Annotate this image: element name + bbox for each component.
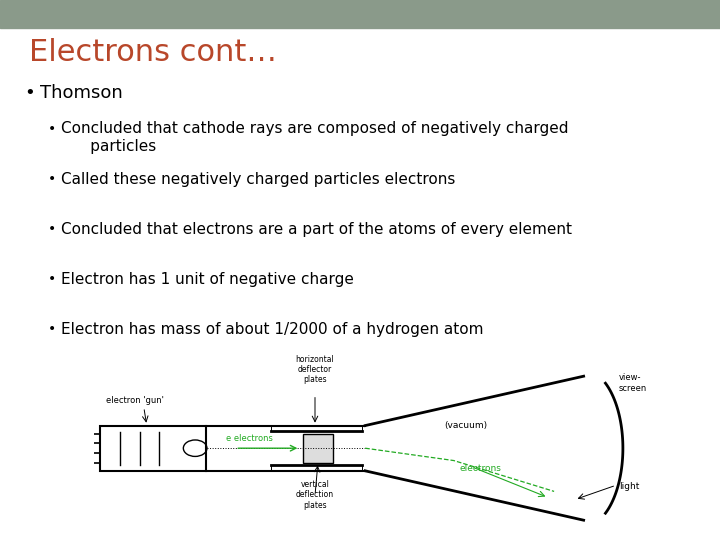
Text: •: • — [48, 222, 56, 236]
Text: view-
screen: view- screen — [619, 373, 647, 393]
Text: •: • — [48, 122, 56, 136]
Text: (vacuum): (vacuum) — [444, 421, 487, 430]
Bar — [99, 426, 206, 471]
Text: Called these negatively charged particles electrons: Called these negatively charged particle… — [61, 172, 456, 187]
Text: Concluded that cathode rays are composed of negatively charged
      particles: Concluded that cathode rays are composed… — [61, 122, 569, 154]
Text: •: • — [24, 84, 35, 102]
Text: Electron has 1 unit of negative charge: Electron has 1 unit of negative charge — [61, 272, 354, 287]
Text: Concluded that electrons are a part of the atoms of every element: Concluded that electrons are a part of t… — [61, 222, 572, 237]
Text: •: • — [48, 322, 56, 336]
Text: light: light — [619, 482, 639, 491]
Bar — [0, 0, 720, 28]
Text: electron 'gun': electron 'gun' — [106, 396, 164, 405]
Text: Electrons cont…: Electrons cont… — [29, 38, 276, 67]
Text: horizontal
deflector
plates: horizontal deflector plates — [296, 355, 334, 384]
Bar — [303, 434, 333, 463]
Text: Electron has mass of about 1/2000 of a hydrogen atom: Electron has mass of about 1/2000 of a h… — [61, 322, 484, 338]
Text: vertical
deflection
plates: vertical deflection plates — [296, 480, 334, 510]
Text: Thomson: Thomson — [40, 84, 122, 102]
Text: e electrons: e electrons — [226, 434, 274, 443]
Text: •: • — [48, 272, 56, 286]
Text: •: • — [48, 172, 56, 186]
Text: electrons: electrons — [459, 464, 502, 473]
